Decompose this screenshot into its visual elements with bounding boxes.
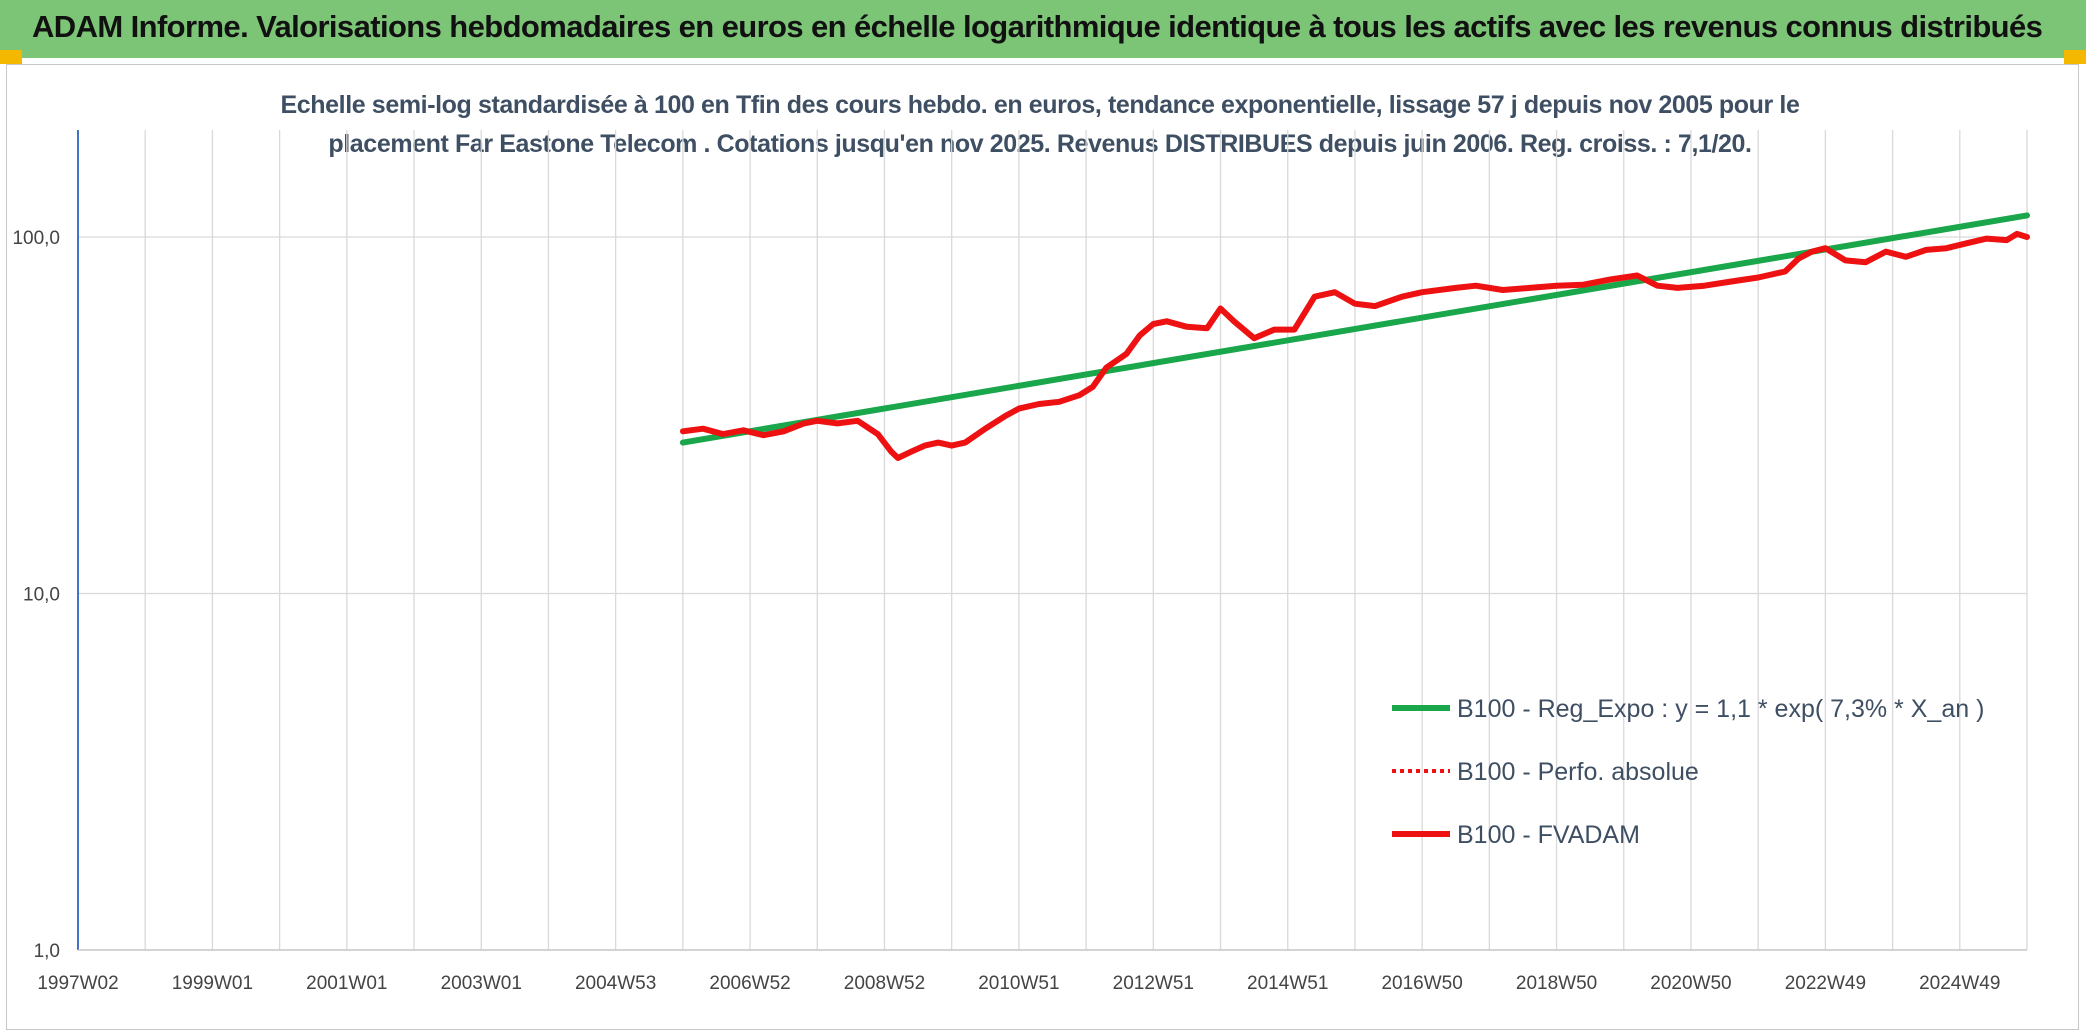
x-tick-label: 2010W51	[978, 973, 1059, 994]
chart-frame	[6, 64, 2079, 1030]
x-tick-label: 2020W50	[1650, 973, 1731, 994]
legend-label: B100 - FVADAM	[1457, 821, 1640, 849]
corner-accent-right	[2064, 50, 2086, 64]
legend-label: B100 - Reg_Expo : y = 1,1 * exp( 7,3% * …	[1457, 695, 1984, 723]
x-tick-label: 2004W53	[575, 973, 656, 994]
chart-title-line-1: Echelle semi-log standardisée à 100 en T…	[280, 91, 1800, 119]
series-line-fvadam	[679, 230, 2030, 461]
chart-title: Echelle semi-log standardisée à 100 en T…	[180, 86, 1900, 164]
series-layer	[679, 212, 2030, 461]
x-tick-label: 2022W49	[1785, 973, 1866, 994]
x-tick-label: 2012W51	[1113, 973, 1194, 994]
y-tick-label: 1,0	[34, 941, 60, 962]
x-tick-label: 2003W01	[441, 973, 522, 994]
x-tick-label: 2024W49	[1919, 973, 2000, 994]
legend-label: B100 - Perfo. absolue	[1457, 758, 1699, 786]
x-tick-label: 2008W52	[844, 973, 925, 994]
x-tick-label: 1997W02	[37, 973, 118, 994]
report-banner: ADAM Informe. Valorisations hebdomadaire…	[0, 0, 2086, 58]
gridlines	[77, 130, 2028, 951]
x-tick-label: 2001W01	[306, 973, 387, 994]
y-tick-label: 100,0	[12, 228, 60, 249]
report-title: ADAM Informe. Valorisations hebdomadaire…	[32, 9, 2043, 44]
corner-accent-left	[0, 50, 22, 64]
x-tick-label: 1999W01	[172, 973, 253, 994]
x-tick-label: 2016W50	[1381, 973, 1462, 994]
chart-title-line-2: placement Far Eastone Telecom . Cotation…	[328, 130, 1752, 158]
y-tick-label: 10,0	[23, 585, 60, 606]
axes: 1,0 10,0 100,0 1997W02 1999W01 2001W01 2003W01…	[12, 130, 2027, 994]
x-tick-label: 2006W52	[709, 973, 790, 994]
x-tick-label: 2014W51	[1247, 973, 1328, 994]
legend: B100 - Reg_Expo : y = 1,1 * exp( 7,3% * …	[1392, 695, 1984, 849]
x-tick-label: 2018W50	[1516, 973, 1597, 994]
